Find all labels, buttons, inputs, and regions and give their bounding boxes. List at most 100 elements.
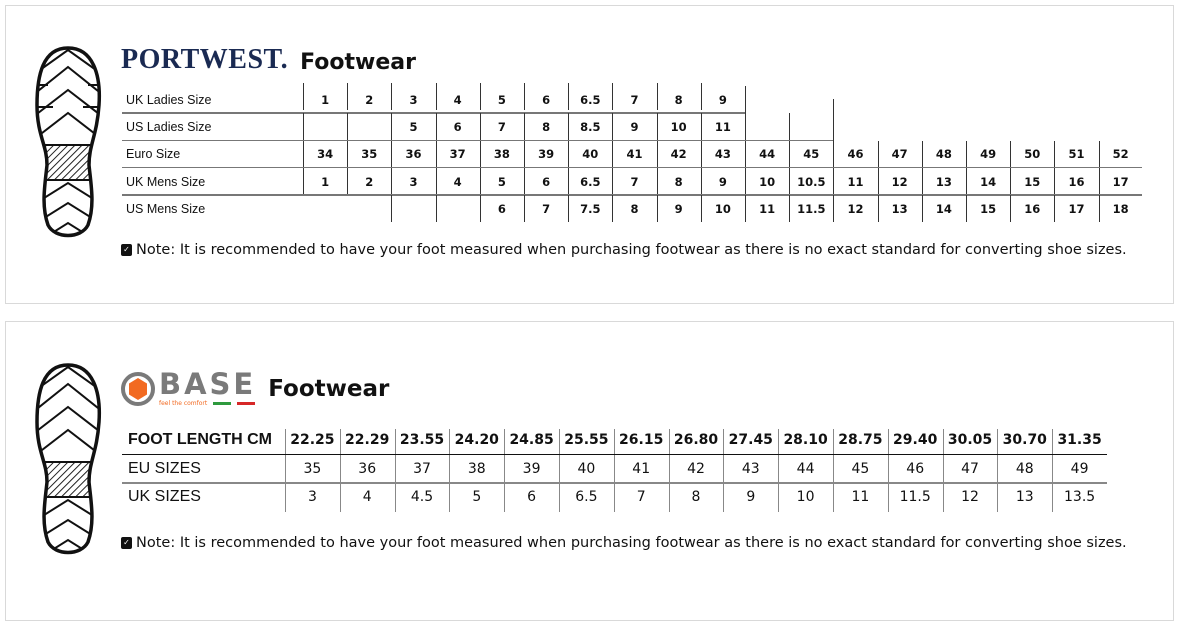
size-cell: 16: [1024, 201, 1041, 216]
size-cell: 9: [718, 174, 727, 189]
grid-line: [394, 483, 396, 512]
grid-line: [723, 483, 725, 512]
size-cell: 12: [891, 174, 908, 189]
grid-line: [479, 113, 481, 141]
grid-line: [877, 167, 879, 196]
size-cell: 12: [847, 201, 864, 216]
size-cell: 38: [467, 460, 486, 477]
size-cell: 9: [718, 92, 727, 107]
size-cell: 44: [796, 460, 815, 477]
grid-line: [668, 483, 670, 512]
grid-line: [524, 83, 525, 111]
size-cell: 30.05: [947, 432, 993, 449]
size-cell: 45: [803, 147, 820, 162]
grid-line: [1054, 140, 1056, 168]
size-cell: 17: [1112, 174, 1129, 189]
grid-line: [613, 429, 615, 455]
grid-line: [303, 167, 304, 196]
size-cell: 4: [453, 174, 462, 189]
grid-line: [997, 483, 999, 512]
grid-line: [778, 454, 780, 483]
grid-line: [559, 483, 560, 512]
size-cell: 26.15: [619, 432, 664, 449]
size-cell: 47: [891, 147, 908, 162]
grid-line: [524, 140, 525, 168]
size-cell: 9: [746, 489, 756, 506]
grid-line: [524, 113, 525, 141]
size-cell: 6: [497, 201, 506, 216]
grid-line: [122, 166, 1142, 169]
grid-line: [479, 140, 481, 168]
size-cell: 36: [358, 460, 377, 477]
grid-line: [612, 113, 614, 141]
grid-line: [122, 194, 1142, 196]
grid-line: [612, 167, 614, 196]
row-label: Euro Size: [126, 147, 181, 162]
size-cell: 11: [851, 489, 870, 506]
grid-line: [347, 113, 349, 141]
size-cell: 17: [1068, 201, 1085, 216]
grid-line: [833, 99, 835, 141]
size-cell: 38: [493, 147, 510, 162]
size-cell: 43: [714, 147, 731, 162]
size-cell: 5: [497, 92, 506, 107]
grid-line: [435, 140, 437, 168]
grid-line: [613, 454, 615, 483]
size-cell: 1: [321, 174, 330, 189]
size-cell: 10: [759, 174, 776, 189]
size-cell: 48: [1015, 460, 1034, 477]
grid-line: [723, 429, 725, 455]
checkbox-icon: ✓: [121, 244, 132, 256]
size-cell: 50: [1024, 147, 1041, 162]
grid-line: [449, 454, 451, 483]
size-cell: 25.55: [564, 432, 609, 449]
row-label: FOOT LENGTH CM: [128, 431, 272, 449]
grid-line: [435, 83, 437, 111]
grid-line: [966, 167, 967, 196]
grid-line: [700, 167, 702, 196]
size-cell: 6.5: [575, 489, 598, 506]
size-cell: 11: [759, 201, 776, 216]
size-cell: 5: [497, 174, 506, 189]
size-cell: 14: [935, 201, 952, 216]
size-cell: 3: [307, 489, 317, 506]
grid-line: [1098, 195, 1100, 223]
base-size-chart: [5, 321, 1174, 621]
size-cell: 26.80: [673, 432, 719, 449]
base-hexagon-icon: [121, 371, 155, 406]
size-cell: [745, 113, 789, 140]
size-cell: 10.5: [797, 174, 826, 189]
grid-line: [877, 195, 879, 223]
checkbox-icon: ✓: [121, 537, 132, 549]
row-label: US Mens Size: [126, 201, 206, 216]
size-cell: 6.5: [580, 174, 601, 189]
size-cell: 13: [891, 201, 908, 216]
size-cell: 43: [741, 460, 760, 477]
size-cell: 18: [1112, 201, 1129, 216]
size-cell: 6.5: [580, 92, 601, 107]
grid-line: [347, 140, 349, 168]
size-cell: 24.85: [509, 432, 554, 449]
grid-line: [656, 140, 658, 168]
size-cell: 10: [670, 119, 687, 134]
size-cell: 9: [630, 119, 639, 134]
size-cell: [347, 195, 391, 222]
size-cell: 15: [1024, 174, 1041, 189]
grid-line: [1010, 167, 1012, 196]
grid-line: [568, 113, 570, 141]
size-cell: 11.5: [899, 489, 931, 506]
size-cell: 4: [362, 489, 372, 506]
grid-line: [391, 113, 393, 141]
row-label: US Ladies Size: [126, 119, 212, 134]
size-cell: 41: [626, 147, 643, 162]
grid-line: [921, 140, 923, 168]
size-cell: 31.35: [1057, 432, 1102, 449]
size-cell: 49: [1070, 460, 1089, 477]
size-note: ✓ Note: It is recommended to have your f…: [121, 535, 1127, 551]
size-cell: 8: [542, 119, 551, 134]
grid-line: [778, 429, 780, 455]
grid-line: [997, 454, 999, 483]
size-cell: 12: [961, 489, 979, 506]
size-cell: 14: [980, 174, 997, 189]
grid-line: [656, 83, 658, 111]
